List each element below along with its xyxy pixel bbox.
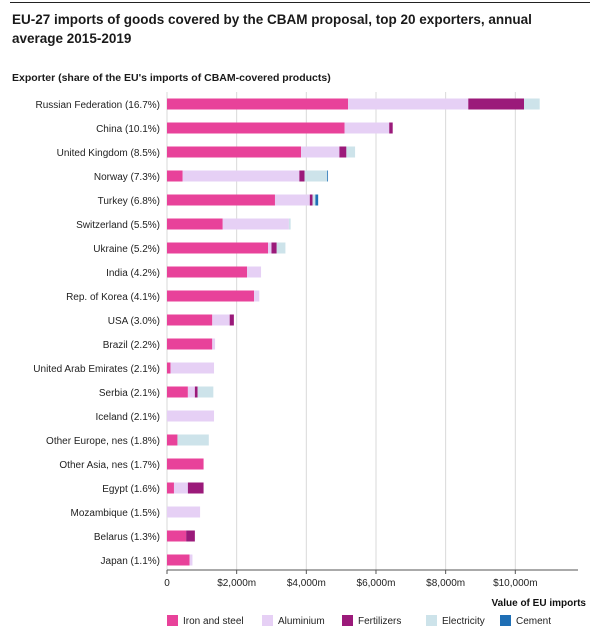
legend-label: Fertilizers bbox=[358, 616, 401, 627]
category-label: Mozambique (1.5%) bbox=[71, 508, 160, 519]
bar-segment bbox=[327, 170, 329, 182]
bar-segment bbox=[194, 386, 198, 398]
bar-segment bbox=[389, 122, 393, 134]
bar-segment bbox=[167, 122, 345, 134]
category-label: Other Asia, nes (1.7%) bbox=[59, 460, 160, 471]
category-label: Rep. of Korea (4.1%) bbox=[66, 292, 160, 303]
bar-segment bbox=[468, 98, 525, 110]
x-tick-label: $6,000m bbox=[357, 578, 396, 589]
category-label: Japan (1.1%) bbox=[101, 556, 160, 567]
bar-segment bbox=[167, 362, 171, 374]
bar-segment bbox=[186, 530, 195, 542]
bar-segment bbox=[247, 266, 262, 278]
bar-segment bbox=[229, 314, 234, 326]
bar-segment bbox=[167, 482, 174, 494]
legend-label: Iron and steel bbox=[183, 616, 244, 627]
bar-segment bbox=[212, 338, 216, 350]
category-label: Turkey (6.8%) bbox=[98, 196, 160, 207]
category-label: Brazil (2.2%) bbox=[103, 340, 160, 351]
bar-segment bbox=[167, 194, 275, 206]
bar-segment bbox=[301, 146, 340, 158]
bar-segment bbox=[344, 122, 390, 134]
bar-segment bbox=[274, 194, 310, 206]
x-tick-label: $4,000m bbox=[287, 578, 326, 589]
bar-segment bbox=[167, 98, 349, 110]
category-label: Russian Federation (16.7%) bbox=[35, 100, 160, 111]
legend-label: Electricity bbox=[442, 616, 485, 627]
bar-segment bbox=[182, 170, 300, 182]
legend-swatch bbox=[426, 615, 437, 626]
category-label: Switzerland (5.5%) bbox=[76, 220, 160, 231]
bar-segment bbox=[222, 218, 289, 230]
category-label: Egypt (1.6%) bbox=[102, 484, 160, 495]
bar-segment bbox=[167, 434, 178, 446]
x-tick-label: $8,000m bbox=[426, 578, 465, 589]
bar-segment bbox=[197, 386, 214, 398]
bar-segment bbox=[271, 242, 277, 254]
bar-segment bbox=[309, 194, 313, 206]
category-label: Ukraine (5.2%) bbox=[93, 244, 160, 255]
x-axis-label: Value of EU imports bbox=[492, 598, 587, 609]
bar-segment bbox=[315, 194, 319, 206]
legend-swatch bbox=[500, 615, 511, 626]
bar-segment bbox=[167, 290, 255, 302]
bar-segment bbox=[299, 170, 305, 182]
top-rule bbox=[10, 2, 590, 3]
bar-segment bbox=[187, 386, 195, 398]
bar-segment bbox=[177, 434, 209, 446]
bar-segment bbox=[346, 146, 356, 158]
bar-segment bbox=[288, 218, 291, 230]
bar-segment bbox=[348, 98, 469, 110]
bar-segment bbox=[212, 314, 230, 326]
legend-swatch bbox=[167, 615, 178, 626]
bar-segment bbox=[276, 242, 286, 254]
y-axis-caption: Exporter (share of the EU's imports of C… bbox=[12, 72, 331, 84]
category-label: Serbia (2.1%) bbox=[99, 388, 160, 399]
bar-segment bbox=[254, 290, 260, 302]
bar-segment bbox=[167, 338, 213, 350]
bar-segment bbox=[167, 458, 204, 470]
bar-segment bbox=[304, 170, 328, 182]
category-label: United Kingdom (8.5%) bbox=[57, 148, 160, 159]
bar-segment bbox=[339, 146, 347, 158]
category-label: Other Europe, nes (1.8%) bbox=[46, 436, 160, 447]
bar-segment bbox=[167, 554, 190, 566]
x-tick-label: $10,000m bbox=[493, 578, 537, 589]
chart-title: EU-27 imports of goods covered by the CB… bbox=[12, 12, 532, 46]
category-label: China (10.1%) bbox=[96, 124, 160, 135]
bar-segment bbox=[167, 314, 213, 326]
bar-segment bbox=[167, 530, 187, 542]
bar-segment bbox=[173, 482, 188, 494]
bar-segment bbox=[268, 242, 272, 254]
legend-swatch bbox=[342, 615, 353, 626]
category-label: United Arab Emirates (2.1%) bbox=[33, 364, 160, 375]
x-tick-label: $2,000m bbox=[217, 578, 256, 589]
legend-label: Aluminium bbox=[278, 616, 325, 627]
bar-segment bbox=[312, 194, 316, 206]
category-label: Norway (7.3%) bbox=[94, 172, 160, 183]
legend-label: Cement bbox=[516, 616, 551, 627]
category-label: India (4.2%) bbox=[106, 268, 160, 279]
bar-segment bbox=[187, 482, 204, 494]
category-label: USA (3.0%) bbox=[108, 316, 160, 327]
x-tick-label: 0 bbox=[164, 578, 170, 589]
bar-segment bbox=[167, 170, 183, 182]
category-label: Iceland (2.1%) bbox=[96, 412, 160, 423]
bar-segment bbox=[167, 218, 223, 230]
bar-segment bbox=[167, 146, 302, 158]
bar-segment bbox=[170, 362, 215, 374]
bar-segment bbox=[167, 410, 215, 422]
bar-segment bbox=[167, 266, 248, 278]
bar-segment bbox=[167, 506, 201, 518]
category-label: Belarus (1.3%) bbox=[94, 532, 160, 543]
legend-swatch bbox=[262, 615, 273, 626]
bar-segment bbox=[167, 386, 188, 398]
bar-segment bbox=[189, 554, 193, 566]
bar-segment bbox=[167, 242, 269, 254]
bar-segment bbox=[524, 98, 540, 110]
